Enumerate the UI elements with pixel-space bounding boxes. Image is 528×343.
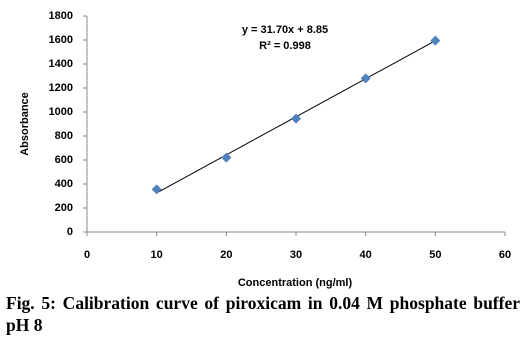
data-point — [360, 73, 371, 84]
x-tick-label: 40 — [360, 249, 372, 261]
data-point — [291, 113, 301, 124]
y-tick-label: 1600 — [49, 34, 73, 46]
x-tick-label: 10 — [151, 249, 163, 261]
annotation: y = 31.70x + 8.85 — [242, 24, 328, 36]
x-tick-label: 30 — [290, 249, 302, 261]
annotation: R² = 0.998 — [259, 40, 311, 52]
y-tick-label: 600 — [55, 154, 73, 166]
data-point — [151, 184, 162, 195]
x-tick-label: 20 — [220, 249, 232, 261]
caption: Fig. 5: Calibration curve of piroxicam i… — [6, 293, 520, 335]
data-point — [430, 35, 441, 46]
y-tick-label: 1400 — [49, 58, 73, 70]
y-tick-label: 1000 — [49, 106, 73, 118]
x-tick-label: 0 — [84, 249, 90, 261]
x-tick-label: 50 — [429, 249, 441, 261]
y-tick-label: 0 — [67, 226, 73, 238]
y-tick-label: 1200 — [49, 82, 73, 94]
y-tick-label: 800 — [55, 130, 73, 142]
x-tick-label: 60 — [499, 249, 511, 261]
y-tick-label: 1800 — [49, 10, 73, 22]
chart: Concentration (ng/ml) Absorbance y = 31.… — [19, 10, 511, 289]
y-tick-label: 400 — [55, 178, 73, 190]
y-tick-label: 200 — [55, 202, 73, 214]
y-axis-label: Absorbance — [19, 92, 31, 156]
data-point — [221, 152, 232, 163]
x-axis-label: Concentration (ng/ml) — [238, 277, 353, 289]
